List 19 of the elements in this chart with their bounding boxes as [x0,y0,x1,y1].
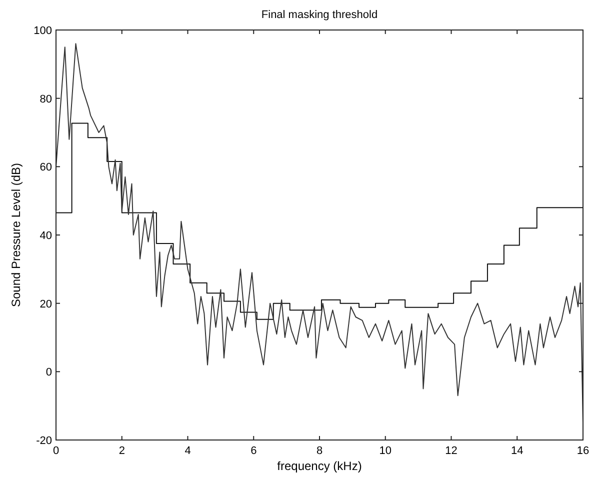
x-tick-label: 6 [250,445,257,457]
x-tick-label: 0 [52,445,60,457]
x-tick-label: 10 [379,445,392,457]
y-tick-label: 20 [40,298,52,310]
y-tick-label: 80 [40,93,52,106]
y-tick-label: 60 [40,162,52,174]
x-tick-label: 14 [511,445,524,457]
chart-title: Final masking threshold [261,9,378,21]
x-tick-label: 12 [445,445,458,457]
x-tick-label: 4 [184,445,191,457]
y-tick-label: 100 [34,25,52,37]
x-tick-label: 8 [316,445,323,457]
y-axis-title: Sound Pressure Level (dB) [9,162,23,308]
y-tick-label: 0 [46,366,52,379]
x-tick-label: 16 [576,445,589,457]
x-tick-label: 2 [118,445,125,457]
y-tick-label: -20 [36,435,52,447]
y-tick-label: 40 [40,230,52,242]
x-axis-title: frequency (kHz) [277,459,362,473]
